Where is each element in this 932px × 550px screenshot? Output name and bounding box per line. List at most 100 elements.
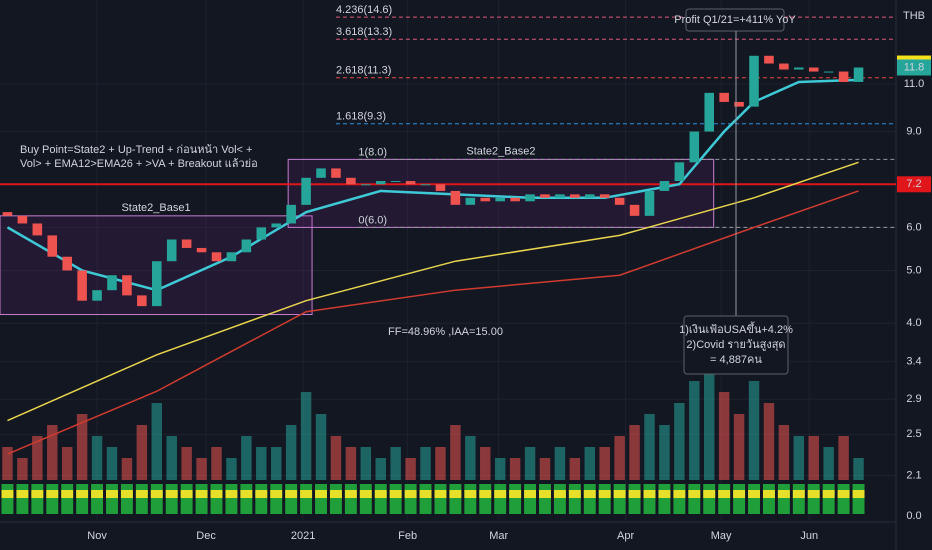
indicator-strip — [165, 490, 178, 498]
indicator-strip — [180, 490, 193, 498]
candle-body — [196, 247, 207, 253]
indicator-strip — [658, 490, 671, 498]
volume-bar — [629, 425, 640, 480]
indicator-strip — [359, 490, 372, 498]
indicator-strip — [494, 484, 507, 514]
volume-bar — [539, 458, 551, 480]
indicator-strip — [46, 490, 59, 498]
candle-body — [495, 197, 505, 202]
candle-body — [465, 197, 476, 205]
indicator-strip — [195, 484, 208, 514]
candle-body — [764, 55, 774, 64]
candle-body — [17, 215, 28, 224]
volume-bar — [270, 447, 282, 480]
indicator-strip — [1, 484, 14, 514]
indicator-strip — [509, 490, 522, 498]
news-note: 1)เงินเฟ้อUSAขึ้น+4.2% — [679, 321, 793, 336]
volume-bar — [360, 447, 372, 480]
candle-body — [181, 239, 192, 248]
volume-bar — [166, 436, 177, 480]
volume-bar — [181, 447, 192, 480]
candle-body — [659, 181, 670, 191]
indicator-strip — [643, 484, 656, 514]
indicator-strip — [553, 490, 566, 498]
candle-body — [749, 55, 759, 107]
box-label: State2_Base1 — [121, 202, 190, 214]
news-note: = 4,887คน — [710, 354, 762, 366]
volume-bar — [778, 425, 790, 480]
indicator-strip — [180, 484, 193, 514]
indicator-strip — [16, 490, 29, 498]
indicator-strip — [150, 484, 163, 514]
candle-body — [92, 290, 102, 301]
indicator-strip — [225, 490, 238, 498]
candle-body — [32, 223, 43, 236]
indicator-strip — [449, 490, 462, 498]
volume-bar — [748, 381, 760, 480]
indicator-strip — [225, 484, 238, 514]
volume-bar — [450, 425, 461, 480]
indicator-strip — [270, 484, 283, 514]
volume-bar — [345, 447, 357, 480]
candle-body — [570, 194, 580, 198]
candle-body — [151, 261, 162, 307]
candle-body — [794, 67, 804, 70]
candle-body — [555, 194, 565, 198]
volume-bar — [808, 436, 819, 480]
indicator-strip — [807, 490, 820, 498]
volume-bar — [823, 447, 834, 480]
indicator-strip — [807, 484, 820, 514]
indicator-strip — [329, 484, 342, 514]
indicator-strip — [703, 484, 716, 514]
indicator-strip — [300, 490, 313, 498]
volume-bar — [315, 414, 327, 480]
moving-average — [7, 161, 859, 422]
price-label: 7.2 — [906, 178, 921, 190]
fib-label: 3.618(13.3) — [336, 26, 392, 38]
volume-bar — [569, 458, 581, 480]
candle-body — [405, 181, 416, 185]
volume-bar — [136, 425, 148, 480]
indicator-strip — [762, 490, 775, 498]
indicator-strip — [46, 484, 59, 514]
ff-note: FF=48.96% ,IAA=15.00 — [388, 326, 503, 338]
indicator-strip — [598, 484, 611, 514]
candle-body — [838, 71, 849, 82]
indicator-strip — [553, 484, 566, 514]
indicator-strip — [568, 490, 581, 498]
indicator-strip — [16, 484, 29, 514]
indicator-strip — [524, 490, 537, 498]
fib-label: 0(6.0) — [358, 214, 387, 226]
candle-body — [734, 101, 744, 107]
indicator-strip — [688, 490, 701, 498]
candle-body — [674, 162, 685, 182]
y-tick-label: 3.4 — [906, 356, 921, 368]
price-badge — [897, 59, 931, 76]
volume-bar — [494, 458, 506, 480]
indicator-strip — [598, 490, 611, 498]
candle-body — [808, 67, 819, 72]
indicator-strip — [61, 490, 74, 498]
indicator-strip — [628, 490, 641, 498]
indicator-strip — [91, 484, 104, 514]
volume-bar — [375, 458, 386, 480]
fib-label: 1(8.0) — [358, 146, 387, 158]
indicator-strip — [329, 490, 342, 498]
volume-bar — [76, 414, 88, 480]
volume-bar — [330, 436, 342, 480]
indicator-strip — [583, 490, 596, 498]
candle-body — [211, 252, 222, 262]
candle-body — [346, 177, 356, 185]
volume-bar — [32, 436, 43, 480]
indicator-strip — [285, 484, 298, 514]
candle-body — [480, 197, 491, 202]
indicator-strip — [270, 490, 283, 498]
y-tick-label: 2.9 — [906, 393, 921, 405]
volume-bar — [465, 436, 476, 480]
volume-bar — [151, 403, 163, 480]
x-tick-label: Nov — [87, 530, 107, 542]
buy-point-note: Vol> + EMA12>EMA26 + >VA + Breakout แล้ว… — [20, 158, 258, 170]
candle-body — [286, 204, 296, 224]
volume-bar — [420, 447, 431, 480]
